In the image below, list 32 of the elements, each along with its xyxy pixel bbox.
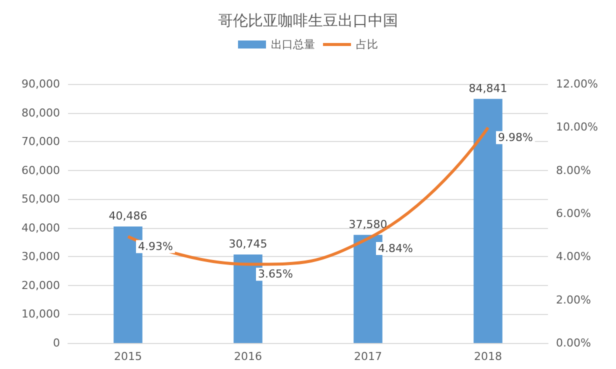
legend-label: 出口总量 — [271, 38, 315, 51]
chart-title: 哥伦比亚咖啡生豆出口中国 — [218, 12, 398, 30]
y2-tick-label: 10.00% — [556, 120, 598, 134]
y2-tick-label: 12.00% — [556, 78, 598, 90]
data-label: 40,486 — [108, 209, 148, 222]
y-tick-label: 60,000 — [22, 164, 60, 177]
y2-tick-label: 2.00% — [556, 293, 591, 306]
y-tick-label: 10,000 — [22, 308, 60, 321]
data-label: 30,745 — [228, 238, 268, 251]
y-tick-label: 20,000 — [22, 278, 60, 292]
y-tick-label: 50,000 — [22, 192, 60, 206]
data-label: 37,580 — [348, 218, 388, 231]
y2-tick-label: 8.00% — [556, 164, 591, 177]
x-tick-label: 2015 — [114, 350, 142, 363]
x-tick-label: 2016 — [234, 350, 262, 363]
y-tick-label: 90,000 — [22, 78, 60, 90]
y-tick-label: 40,000 — [22, 221, 60, 234]
x-tick-label: 2017 — [354, 350, 382, 363]
data-label: 9.98% — [498, 131, 533, 144]
data-label: 3.65% — [258, 268, 293, 281]
y-tick-label: 0 — [53, 336, 60, 350]
data-label: 84,841 — [468, 82, 508, 95]
y-tick-label: 80,000 — [22, 106, 60, 120]
data-label: 4.93% — [138, 240, 173, 254]
y2-tick-label: 4.00% — [556, 250, 591, 264]
data-label: 4.84% — [378, 242, 413, 256]
legend-label: 占比 — [356, 38, 378, 51]
y2-tick-label: 6.00% — [556, 207, 591, 220]
y-tick-label: 70,000 — [22, 135, 60, 148]
y-tick-label: 30,000 — [22, 250, 60, 264]
x-tick-label: 2018 — [474, 350, 502, 363]
y2-tick-label: 0.00% — [556, 336, 591, 350]
